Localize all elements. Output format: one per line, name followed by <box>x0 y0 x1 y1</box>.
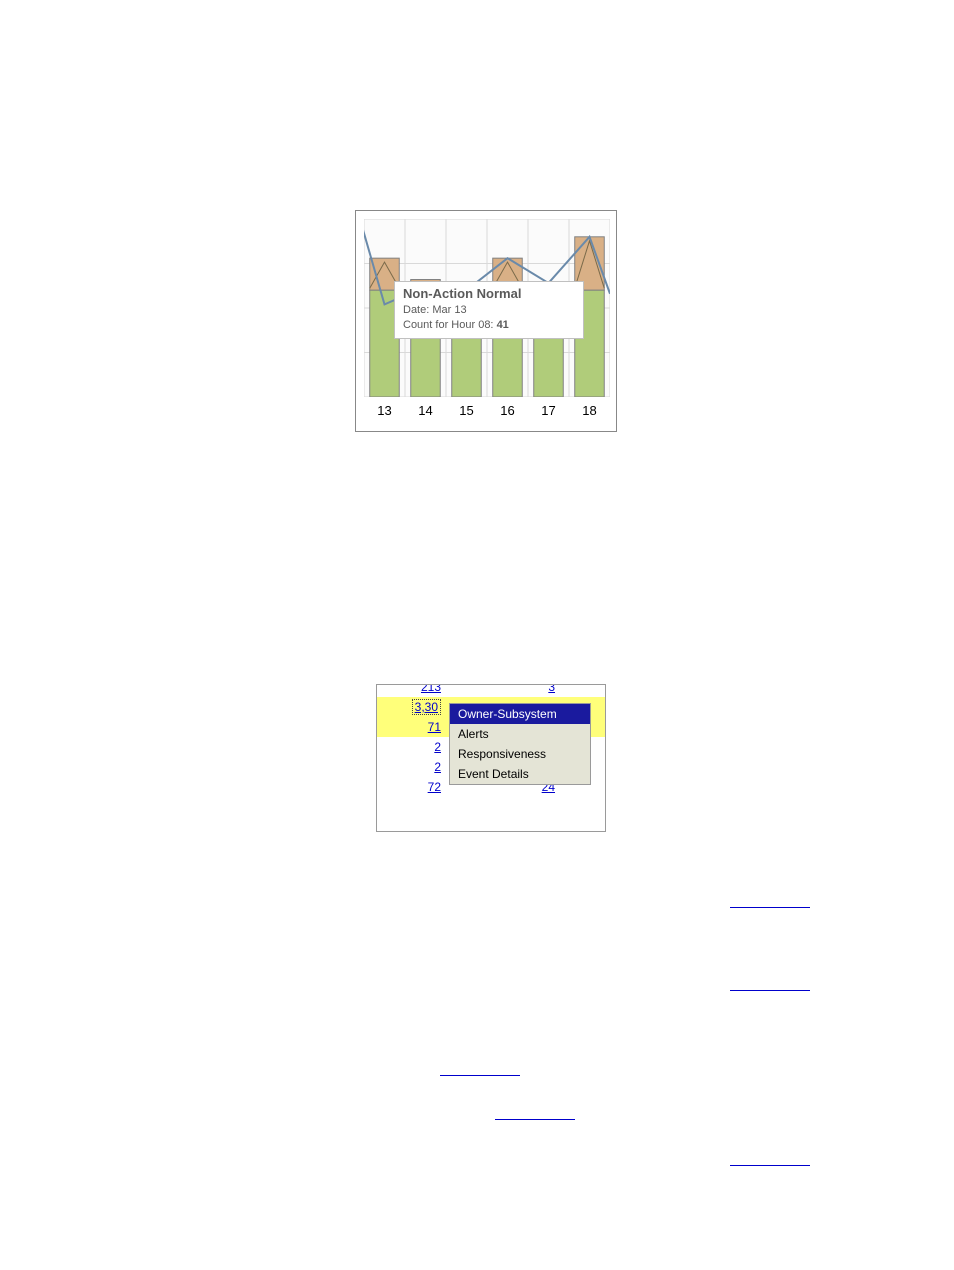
chart-tooltip: Non-Action Normal Date: Mar 13 Count for… <box>394 281 584 339</box>
data-table: 21333,3071227224 Owner-SubsystemAlertsRe… <box>376 684 606 832</box>
cell-link[interactable]: 213 <box>421 684 441 694</box>
tooltip-date: Date: Mar 13 <box>403 303 575 318</box>
cell-link[interactable]: 72 <box>428 780 441 794</box>
menu-item[interactable]: Alerts <box>450 724 590 744</box>
chart-x-axis: 131415161718 <box>364 403 610 423</box>
context-menu: Owner-SubsystemAlertsResponsivenessEvent… <box>449 703 591 785</box>
link-placeholder-1[interactable] <box>730 907 810 908</box>
chart-panel: Non-Action Normal Date: Mar 13 Count for… <box>355 210 617 432</box>
link-placeholder-3[interactable] <box>440 1075 520 1076</box>
menu-item[interactable]: Owner-Subsystem <box>450 704 590 724</box>
x-tick: 15 <box>446 403 487 423</box>
link-placeholder-4[interactable] <box>495 1119 575 1120</box>
x-tick: 13 <box>364 403 405 423</box>
cell-link[interactable]: 2 <box>434 740 441 754</box>
x-tick: 18 <box>569 403 610 423</box>
link-placeholder-2[interactable] <box>730 990 810 991</box>
x-tick: 14 <box>405 403 446 423</box>
menu-item[interactable]: Event Details <box>450 764 590 784</box>
cell-link[interactable]: 3,30 <box>412 699 441 715</box>
tooltip-count: Count for Hour 08: 41 <box>403 318 575 333</box>
cell-link[interactable]: 3 <box>548 684 555 694</box>
cell-link[interactable]: 2 <box>434 760 441 774</box>
tooltip-title: Non-Action Normal <box>403 286 575 301</box>
link-placeholder-5[interactable] <box>730 1165 810 1166</box>
table-row[interactable]: 213 3 <box>377 684 605 697</box>
x-tick: 17 <box>528 403 569 423</box>
chart-area[interactable]: Non-Action Normal Date: Mar 13 Count for… <box>364 219 610 397</box>
cell-link[interactable]: 71 <box>428 720 441 734</box>
x-tick: 16 <box>487 403 528 423</box>
menu-item[interactable]: Responsiveness <box>450 744 590 764</box>
